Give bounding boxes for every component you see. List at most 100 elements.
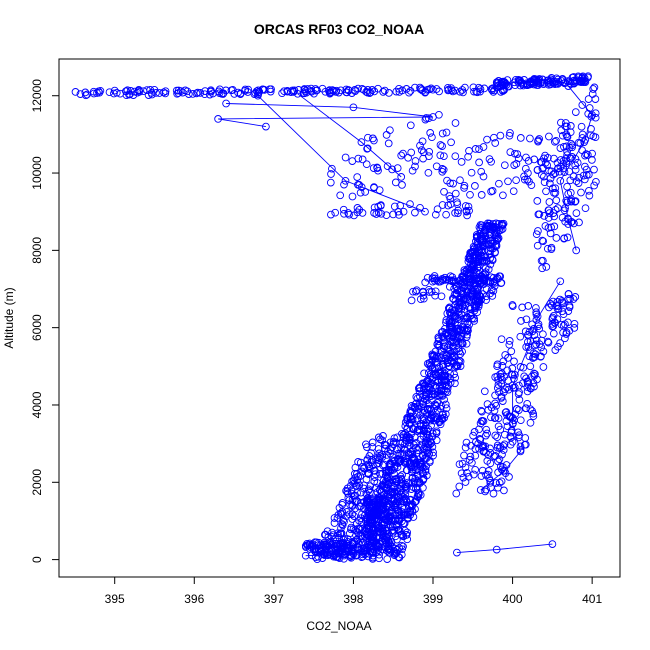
data-point — [475, 255, 483, 264]
data-point — [380, 86, 389, 95]
data-point — [471, 465, 480, 474]
data-point — [415, 383, 424, 392]
data-point — [547, 243, 556, 252]
data-point — [407, 502, 416, 511]
data-point — [413, 485, 422, 494]
data-point — [479, 252, 488, 261]
data-point — [353, 204, 362, 212]
data-point — [469, 271, 478, 280]
data-point — [461, 301, 470, 309]
data-point — [521, 164, 530, 173]
data-point — [507, 370, 516, 379]
data-point — [414, 493, 422, 502]
data-point — [409, 455, 418, 463]
data-point — [492, 78, 501, 87]
x-axis-title: CO2_NOAA — [306, 619, 371, 633]
data-point — [412, 393, 421, 401]
data-point — [512, 159, 521, 168]
data-point — [357, 488, 365, 497]
data-point — [227, 86, 236, 95]
data-point — [348, 496, 357, 504]
data-point — [577, 188, 585, 197]
data-point — [463, 211, 471, 220]
data-point — [384, 503, 393, 511]
data-point — [395, 88, 404, 96]
data-point — [361, 543, 370, 552]
y-tick-label: 0 — [30, 556, 44, 563]
data-point — [368, 86, 377, 94]
data-point — [364, 486, 373, 495]
data-point — [393, 493, 402, 502]
data-point — [358, 552, 367, 561]
data-point — [580, 175, 589, 184]
data-point — [484, 265, 493, 274]
data-point — [556, 144, 565, 152]
data-point — [112, 88, 121, 97]
data-point — [334, 88, 343, 97]
data-point — [418, 469, 427, 478]
data-point — [470, 428, 479, 436]
data-point — [584, 170, 593, 179]
data-point — [424, 399, 433, 408]
data-point — [456, 335, 465, 343]
data-point — [320, 551, 329, 560]
x-tick-label: 395 — [105, 592, 125, 606]
data-point — [363, 144, 371, 153]
data-point — [336, 191, 345, 200]
data-point — [562, 196, 571, 205]
data-point — [514, 390, 523, 398]
data-point — [464, 152, 472, 161]
data-point — [429, 85, 437, 94]
data-point — [552, 196, 561, 205]
data-point — [366, 530, 375, 539]
data-point — [568, 141, 577, 150]
data-point — [306, 543, 315, 552]
data-point — [350, 469, 359, 478]
data-point — [311, 548, 320, 556]
data-point — [499, 357, 508, 366]
data-point — [391, 550, 399, 558]
data-point — [449, 333, 458, 341]
data-point — [480, 84, 489, 93]
data-point — [446, 200, 455, 209]
data-point — [588, 149, 596, 158]
data-point — [488, 292, 497, 300]
data-point — [365, 544, 374, 552]
data-point — [407, 463, 415, 472]
series-line-1 — [456, 543, 553, 554]
data-point — [357, 532, 366, 541]
data-point — [289, 88, 298, 96]
data-point — [535, 135, 544, 143]
data-point — [435, 391, 444, 400]
data-point — [368, 438, 377, 447]
data-point — [564, 82, 573, 90]
data-point — [455, 356, 464, 365]
data-point — [354, 84, 362, 93]
data-point — [478, 466, 487, 475]
data-point — [430, 276, 439, 285]
data-point — [398, 181, 406, 189]
data-point — [539, 363, 548, 371]
data-point — [515, 76, 523, 85]
data-point — [397, 541, 406, 550]
data-point — [375, 449, 384, 458]
data-point — [472, 87, 481, 96]
data-point — [499, 446, 508, 454]
data-point — [250, 90, 259, 98]
x-tick-label: 398 — [343, 592, 363, 606]
data-point — [550, 189, 558, 197]
data-point — [539, 347, 548, 356]
data-point — [464, 326, 472, 335]
data-point — [374, 524, 383, 533]
data-point — [505, 131, 514, 140]
data-point — [352, 531, 360, 540]
data-point — [481, 268, 490, 277]
data-point — [481, 431, 490, 440]
data-point — [490, 279, 499, 287]
data-point — [367, 519, 376, 528]
data-point — [335, 503, 344, 512]
data-point — [497, 279, 505, 287]
data-point — [293, 89, 302, 98]
data-point — [426, 129, 435, 137]
data-point — [435, 418, 444, 426]
